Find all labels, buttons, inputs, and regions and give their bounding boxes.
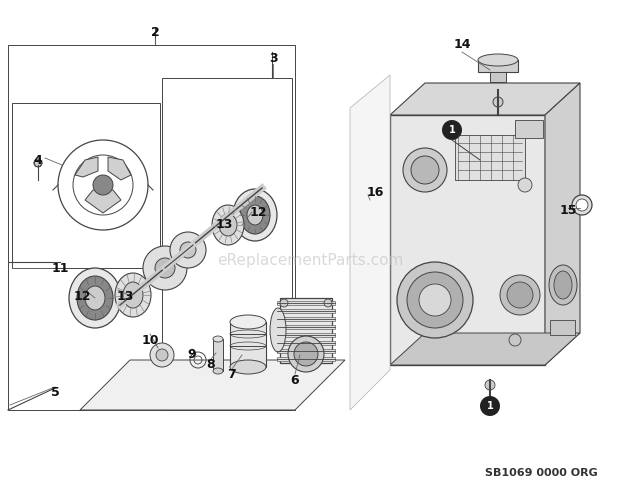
Ellipse shape [240,196,270,234]
Bar [277,333,335,337]
Circle shape [485,380,495,390]
Text: 13: 13 [117,289,134,303]
Ellipse shape [230,315,266,329]
Text: 14: 14 [453,38,471,52]
Ellipse shape [213,368,223,374]
Circle shape [493,97,503,107]
Ellipse shape [288,336,324,372]
Ellipse shape [554,271,572,299]
Text: 11: 11 [51,261,69,274]
Text: eReplacementParts.com: eReplacementParts.com [217,252,403,267]
Circle shape [170,232,206,268]
Bar [455,135,525,180]
Circle shape [576,199,588,211]
Text: 13: 13 [215,218,232,231]
Bar [8,45,295,410]
Circle shape [180,242,196,258]
Text: SB1069 0000 ORG: SB1069 0000 ORG [485,468,598,478]
Bar [277,325,335,329]
Circle shape [480,396,500,416]
Bar [490,72,506,82]
Ellipse shape [77,276,113,320]
Bar [550,320,575,335]
Bar [12,103,160,268]
Ellipse shape [247,205,263,225]
Circle shape [324,299,332,307]
Ellipse shape [69,268,121,328]
Circle shape [155,258,175,278]
Circle shape [397,262,473,338]
Ellipse shape [85,286,105,310]
Ellipse shape [123,282,143,308]
Text: 5: 5 [51,387,60,400]
Polygon shape [85,190,121,213]
Bar [277,349,335,353]
Polygon shape [350,75,390,410]
Bar [213,339,223,371]
Polygon shape [108,157,131,180]
Ellipse shape [270,308,286,352]
Circle shape [500,275,540,315]
Text: 16: 16 [366,185,384,198]
Polygon shape [390,333,580,365]
Circle shape [442,120,462,140]
Text: 8: 8 [206,358,215,371]
Ellipse shape [233,189,277,241]
Circle shape [419,284,451,316]
Text: 2: 2 [151,25,159,38]
Ellipse shape [213,336,223,342]
Text: 10: 10 [141,333,159,346]
Ellipse shape [115,273,151,317]
Circle shape [93,175,113,195]
Polygon shape [75,157,98,177]
Ellipse shape [294,342,318,366]
Ellipse shape [219,214,237,236]
Polygon shape [390,83,580,115]
Polygon shape [390,115,545,365]
Circle shape [156,349,168,361]
Bar [230,322,266,367]
Circle shape [572,195,592,215]
Circle shape [407,272,463,328]
Bar [478,60,518,72]
Ellipse shape [230,360,266,374]
Circle shape [280,299,288,307]
Polygon shape [80,360,345,410]
Text: 4: 4 [33,154,42,166]
Text: 15: 15 [559,203,577,217]
Text: 9: 9 [188,348,197,361]
Bar [277,309,335,313]
Circle shape [518,178,532,192]
Bar [277,357,335,361]
Circle shape [34,159,42,167]
Bar [277,301,335,305]
Circle shape [403,148,447,192]
Ellipse shape [549,265,577,305]
Text: 6: 6 [291,374,299,387]
Circle shape [150,343,174,367]
Text: 3: 3 [268,52,277,65]
Ellipse shape [478,54,518,66]
Bar [515,120,543,138]
Circle shape [411,156,439,184]
Bar [277,341,335,345]
Ellipse shape [212,205,244,245]
Text: 12: 12 [73,289,91,303]
Polygon shape [545,83,580,365]
Bar [277,317,335,321]
Bar [280,298,332,363]
Bar [162,78,292,410]
Circle shape [507,282,533,308]
Circle shape [143,246,187,290]
Text: 12: 12 [249,205,267,219]
Text: 1: 1 [487,401,494,411]
Text: 1: 1 [449,125,455,135]
Text: 7: 7 [228,368,236,382]
